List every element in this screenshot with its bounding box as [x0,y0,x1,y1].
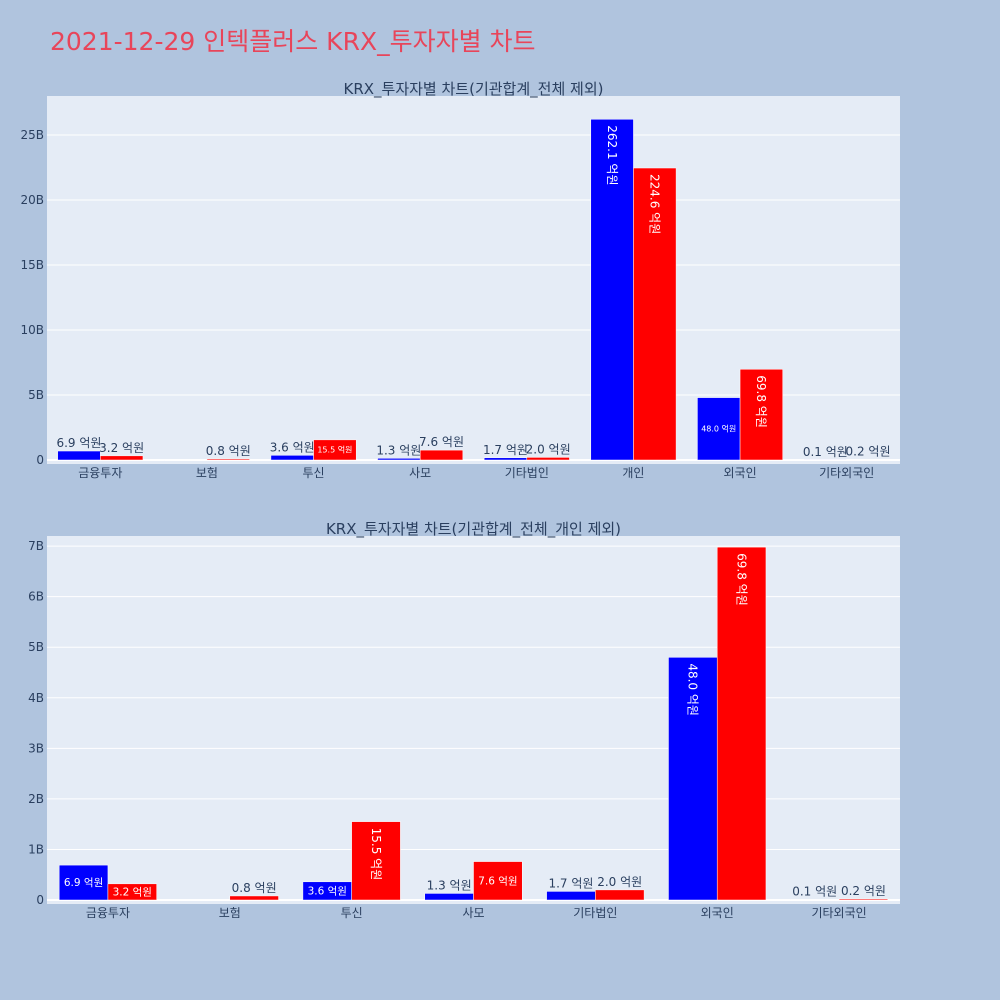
x-tick-label: 사모 [409,466,431,480]
x-tick-label: 금융투자 [78,466,122,480]
y-tick-label: 1B [28,842,44,856]
x-tick-label: 개인 [622,466,644,480]
y-tick-label: 2B [28,792,44,806]
bar-series-b [313,439,357,461]
bar-series-a [58,864,109,901]
chart-title-2: KRX_투자자별 차트(기관합계_전체_개인 제외) [326,520,621,539]
bar-series-b [526,457,570,461]
x-tick-label: 투신 [303,466,325,480]
y-tick-label: 15B [20,258,44,272]
bar-series-b [351,821,401,901]
x-tick-label: 외국인 [724,466,757,480]
bar-series-a [57,450,101,461]
bar-series-a [590,119,634,461]
bar-series-a [164,459,208,461]
bar-label: 69.8 억원 [734,553,748,606]
plot-area-2 [47,536,900,904]
bar-label: 2.0 억원 [526,442,571,456]
x-tick-label: 외국인 [701,906,734,920]
bar-label: 1.3 억원 [376,443,421,457]
bar-label: 262.1 억원 [605,125,619,185]
y-tick-label: 25B [20,128,44,142]
bar-label: 7.6 억원 [419,435,464,449]
bar-label: 48.0 억원 [701,424,736,434]
bar-label: 69.8 억원 [754,375,768,428]
bar-label: 3.6 억원 [270,440,315,454]
x-tick-label: 기타법인 [573,906,617,920]
bar-series-a [270,455,314,461]
bar-series-b [100,455,144,461]
bar-label: 0.2 억원 [841,884,886,898]
bar-label: 7.6 억원 [478,875,517,887]
bar-label: 6.9 억원 [64,877,103,889]
bar-series-b [473,861,523,901]
bar-series-b [716,546,767,901]
y-tick-label: 5B [28,388,44,402]
bar-label: 224.6 억원 [648,174,662,234]
bar-label: 1.3 억원 [427,878,472,892]
y-tick-label: 0 [36,453,44,467]
bar-label: 3.6 억원 [308,886,347,898]
bar-series-b [206,458,250,461]
y-tick-label: 10B [20,323,44,337]
y-tick-label: 4B [28,691,44,705]
x-tick-label: 금융투자 [86,906,130,920]
bar-label: 0.8 억원 [206,444,251,458]
bar-label: 15.5 억원 [317,445,352,455]
y-tick-label: 20B [20,193,44,207]
bar-series-a [668,657,718,901]
x-tick-label: 투신 [341,906,363,920]
bar-series-b [633,167,677,461]
bar-series-a [546,891,596,901]
y-tick-label: 0 [36,893,44,907]
bar-series-b [107,883,157,901]
page-title: 2021-12-29 인텍플러스 KRX_투자자별 차트 [50,27,536,56]
bar-label: 15.5 억원 [369,828,383,881]
bar-label: 1.7 억원 [483,443,528,457]
bar-series-a [377,458,421,461]
chart-title-1: KRX_투자자별 차트(기관합계_전체 제외) [344,80,604,99]
y-tick-label: 6B [28,590,44,604]
bar-series-b [595,889,645,901]
bar-label: 48.0 억원 [686,663,700,716]
bar-label: 6.9 억원 [56,436,101,450]
bar-series-b [739,369,783,461]
bar-label: 2.0 억원 [597,875,642,889]
bar-series-a [803,459,847,461]
bar-series-a [483,457,528,461]
y-tick-label: 3B [28,741,44,755]
bar-series-b [229,895,279,901]
x-tick-label: 보험 [219,906,241,920]
x-tick-label: 보험 [196,466,218,480]
y-tick-label: 7B [28,539,44,553]
bar-series-b [419,449,464,461]
bar-series-a [424,893,474,901]
x-tick-label: 기타외국인 [819,466,874,480]
x-tick-label: 기타법인 [505,466,549,480]
bar-label: 0.2 억원 [846,445,891,459]
x-tick-label: 기타외국인 [811,906,866,920]
bar-series-b [846,459,890,461]
x-tick-label: 사모 [462,906,484,920]
bar-series-a [790,899,840,901]
bar-series-a [697,397,741,461]
bar-label: 0.1 억원 [792,884,837,898]
bar-label: 3.2 억원 [113,887,152,899]
bar-label: 0.8 억원 [232,881,277,895]
bar-label: 0.1 억원 [803,445,848,459]
bar-label: 3.2 억원 [99,441,144,455]
bar-series-a [180,899,231,901]
y-tick-label: 5B [28,640,44,654]
bar-series-b [838,898,889,901]
bar-label: 1.7 억원 [548,876,593,890]
